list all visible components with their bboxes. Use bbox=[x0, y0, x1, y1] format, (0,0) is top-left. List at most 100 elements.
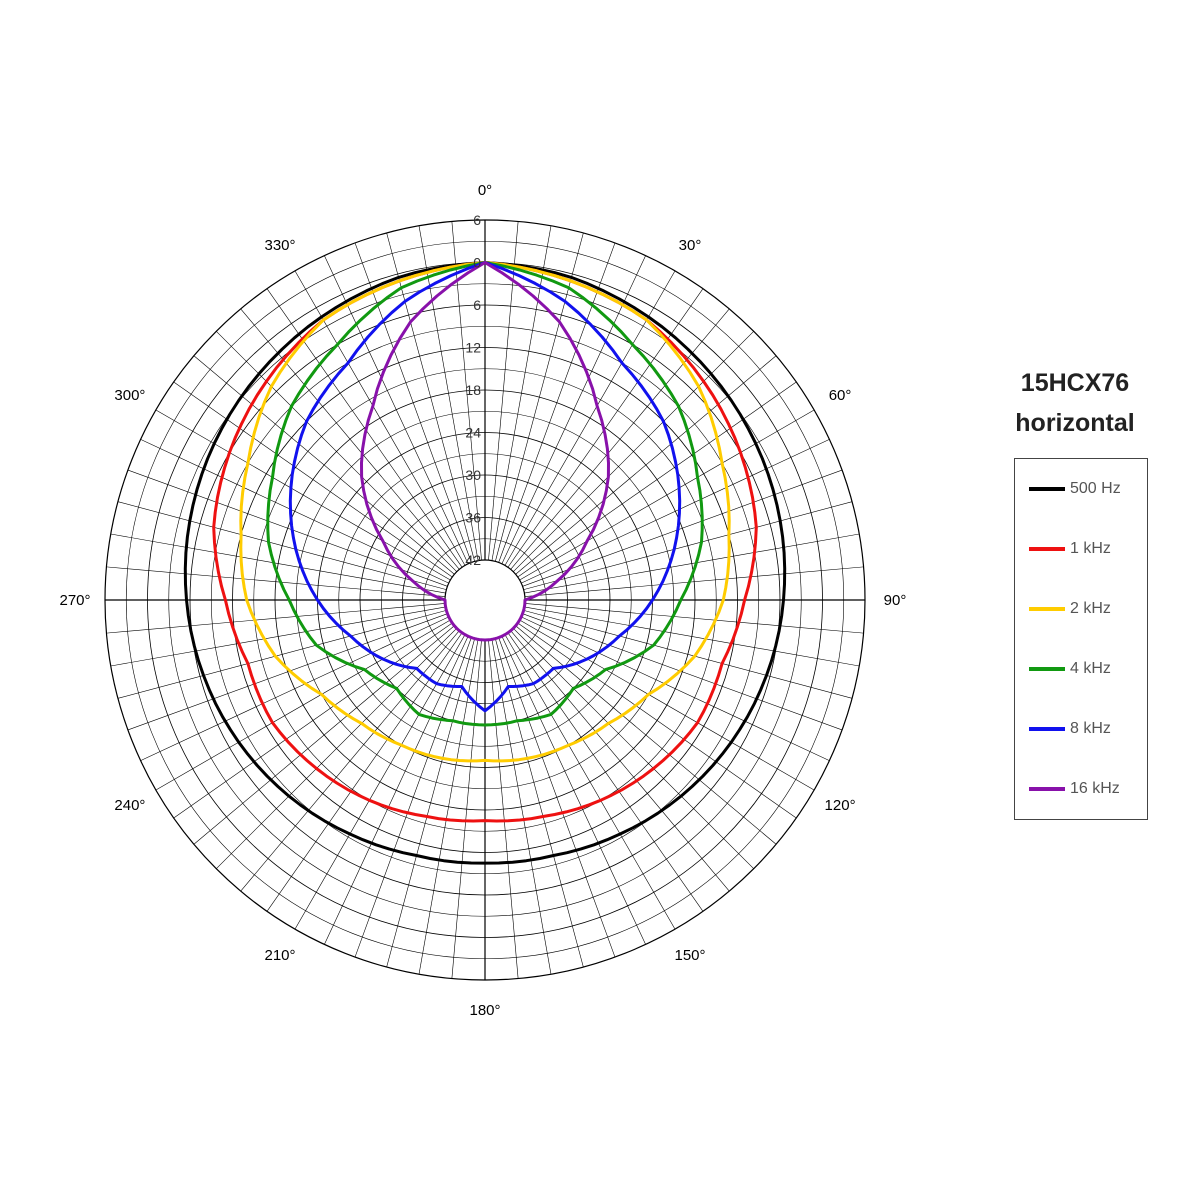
angle-label: 240° bbox=[114, 797, 145, 814]
grid-spoke bbox=[521, 439, 830, 584]
legend-label: 4 kHz bbox=[1070, 660, 1111, 677]
series-traces bbox=[183, 261, 787, 865]
grid-spoke bbox=[524, 533, 860, 594]
angle-label: 30° bbox=[679, 237, 702, 254]
grid-spoke bbox=[513, 331, 754, 572]
series-line-16-khz bbox=[360, 261, 610, 642]
grid-spoke bbox=[495, 638, 584, 968]
grid-spoke bbox=[491, 639, 552, 975]
ring-label: 42 bbox=[465, 552, 481, 568]
grid-spoke bbox=[193, 625, 455, 845]
legend: 500 Hz 1 kHz 2 kHz 4 kHz 8 kHz 16 kHz bbox=[1014, 458, 1148, 820]
legend-swatch bbox=[1029, 787, 1065, 791]
grid-spoke bbox=[106, 603, 446, 634]
legend-label: 2 kHz bbox=[1070, 600, 1111, 617]
grid-spoke bbox=[294, 270, 466, 566]
grid-spoke bbox=[523, 501, 853, 590]
legend-item: 4 kHz bbox=[1029, 659, 1147, 679]
grid-spoke bbox=[517, 622, 797, 819]
grid-spoke bbox=[127, 613, 448, 731]
grid-spoke bbox=[216, 331, 457, 572]
grid-spoke bbox=[324, 255, 469, 564]
angle-label: 150° bbox=[674, 947, 705, 964]
grid-spoke bbox=[110, 606, 446, 667]
legend-item: 500 Hz bbox=[1029, 479, 1147, 499]
grid-spoke bbox=[117, 610, 447, 699]
grid-spoke bbox=[519, 619, 815, 791]
polar-labels: 0° 30° 60° 90° 120° 150° 180° 210° 240° 270° 300° 3… bbox=[59, 182, 906, 1019]
grid-spoke bbox=[501, 636, 646, 945]
legend-item: 8 kHz bbox=[1029, 719, 1147, 739]
grid-spoke bbox=[504, 270, 676, 566]
legend-label: 1 kHz bbox=[1070, 540, 1111, 557]
grid-spoke bbox=[515, 625, 777, 845]
grid-spoke bbox=[519, 409, 815, 581]
grid-spoke bbox=[501, 255, 646, 564]
grid-spoke bbox=[524, 606, 860, 667]
grid-spoke bbox=[354, 242, 472, 563]
legend-item: 2 kHz bbox=[1029, 599, 1147, 619]
grid-spoke bbox=[386, 638, 475, 968]
grid-spoke bbox=[524, 566, 864, 597]
grid-spoke bbox=[117, 501, 447, 590]
grid-spoke bbox=[216, 628, 457, 869]
legend-swatch bbox=[1029, 607, 1065, 611]
chart-subtitle: horizontal bbox=[1015, 409, 1135, 437]
grid-spoke bbox=[513, 628, 754, 869]
grid-spoke bbox=[521, 616, 830, 761]
grid-spoke bbox=[498, 242, 616, 563]
grid-spoke bbox=[354, 637, 472, 958]
grid-spoke bbox=[498, 637, 616, 958]
ring-label: 0 bbox=[473, 255, 481, 271]
grid-spoke bbox=[193, 355, 455, 575]
grid-spoke bbox=[324, 636, 469, 945]
ring-label: 18 bbox=[465, 382, 481, 398]
grid-spoke bbox=[488, 639, 519, 979]
ring-label: 24 bbox=[465, 425, 481, 441]
legend-label: 16 kHz bbox=[1070, 780, 1120, 797]
series-line-500-hz bbox=[183, 261, 787, 865]
grid-spoke bbox=[110, 533, 446, 594]
grid-spoke bbox=[522, 613, 843, 731]
grid-spoke bbox=[451, 639, 482, 979]
angle-label: 120° bbox=[825, 797, 856, 814]
polar-grid bbox=[104, 219, 866, 981]
ring-label: 36 bbox=[465, 510, 481, 526]
grid-spoke bbox=[140, 616, 449, 761]
grid-spoke bbox=[515, 355, 777, 575]
legend-item: 1 kHz bbox=[1029, 539, 1147, 559]
angle-label: 0° bbox=[478, 182, 492, 199]
grid-spoke bbox=[140, 439, 449, 584]
grid-spoke bbox=[155, 409, 451, 581]
legend-item: 16 kHz bbox=[1029, 779, 1147, 799]
angle-label: 300° bbox=[114, 387, 145, 404]
grid-spoke bbox=[173, 622, 453, 819]
grid-spoke bbox=[524, 603, 864, 634]
series-line-2-khz bbox=[239, 261, 731, 763]
angle-label: 330° bbox=[264, 237, 295, 254]
angle-label: 210° bbox=[264, 947, 295, 964]
series-line-8-khz bbox=[288, 261, 682, 713]
grid-spoke bbox=[106, 566, 446, 597]
grid-spoke bbox=[451, 221, 482, 561]
grid-spoke bbox=[522, 469, 843, 587]
series-line-4-khz bbox=[266, 261, 704, 727]
series-line-1-khz bbox=[212, 261, 758, 823]
grid-spoke bbox=[418, 225, 479, 561]
grid-spoke bbox=[491, 225, 552, 561]
ring-label: 12 bbox=[465, 340, 481, 356]
grid-spoke bbox=[418, 639, 479, 975]
grid-spoke bbox=[517, 381, 797, 578]
legend-label: 500 Hz bbox=[1070, 480, 1121, 497]
ring-label: 6 bbox=[473, 212, 481, 228]
angle-label: 60° bbox=[829, 387, 852, 404]
ring-label: 6 bbox=[473, 297, 481, 313]
legend-swatch bbox=[1029, 727, 1065, 731]
grid-spoke bbox=[155, 619, 451, 791]
legend-swatch bbox=[1029, 667, 1065, 671]
angle-label: 180° bbox=[469, 1002, 500, 1019]
grid-spoke bbox=[173, 381, 453, 578]
angle-label: 90° bbox=[884, 592, 907, 609]
chart-title: 15HCX76 bbox=[1020, 369, 1130, 397]
